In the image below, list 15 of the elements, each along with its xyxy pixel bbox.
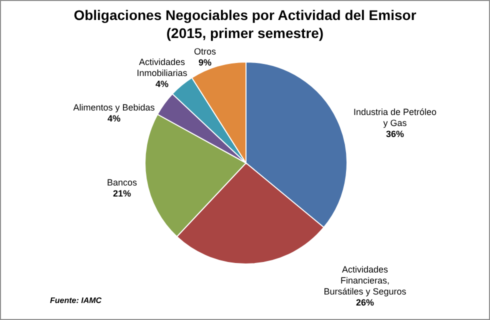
data-label: 36%	[386, 129, 404, 139]
chart-title: Obligaciones Negociables por Actividad del Emisor	[74, 7, 417, 23]
slice-label: Actividades Inmobiliarias	[136, 57, 188, 78]
data-label: 4%	[155, 79, 169, 89]
slice-label: Actividades Financieras, Bursátiles y Seguros	[324, 264, 407, 296]
slice-label: Alimentos y Bebidas	[73, 102, 156, 112]
data-label: 26%	[356, 298, 374, 308]
slice-label: Otros	[194, 46, 216, 56]
data-label: 4%	[107, 114, 121, 124]
slice-label: Bancos	[106, 178, 138, 188]
data-label: 9%	[198, 58, 212, 68]
slice-label: Industria de Petróleo y Gas	[353, 107, 437, 128]
chart-subtitle: (2015, primer semestre)	[166, 25, 324, 41]
source-note: Fuente: IAMC	[50, 296, 102, 305]
data-label: 21%	[112, 188, 132, 198]
